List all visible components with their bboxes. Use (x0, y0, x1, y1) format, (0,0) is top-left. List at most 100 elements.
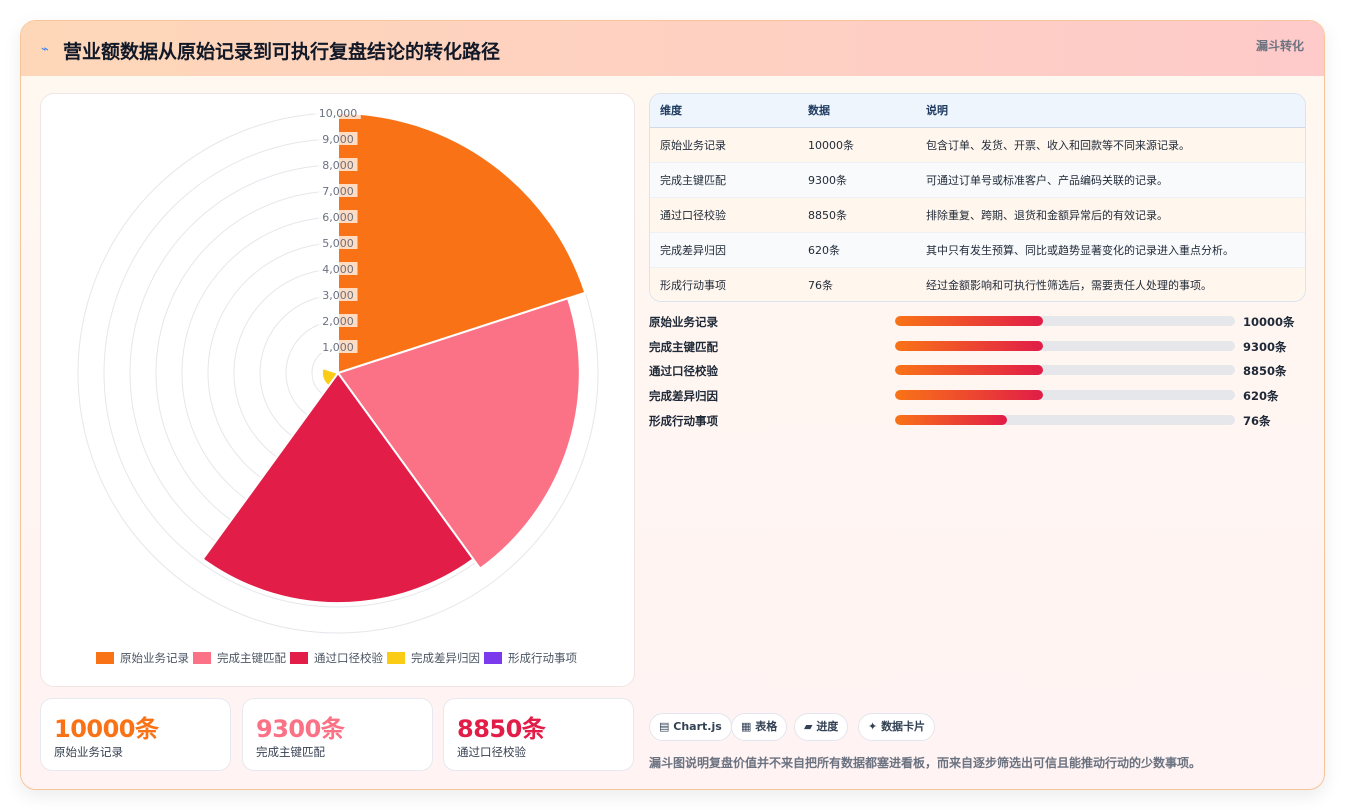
progress-label: 原始业务记录 (649, 315, 718, 329)
stat-label: 原始业务记录 (54, 745, 123, 759)
tick-label-bg (318, 210, 358, 223)
cell-data: 620条 (808, 232, 926, 268)
tick-label: 3,000 (322, 289, 354, 302)
tick-label: 8,000 (322, 159, 354, 172)
header-tag: 漏斗转化 (1255, 39, 1304, 53)
legend-label: 形成行动事项 (508, 651, 577, 665)
legend-label: 完成主键匹配 (217, 651, 286, 665)
cell-data: 10000条 (808, 127, 926, 163)
stat-label: 通过口径校验 (457, 745, 526, 759)
progress-value: 10000条 (1243, 315, 1295, 329)
chip-table[interactable]: ▦ 表格 (731, 713, 788, 741)
polar-sector[interactable] (334, 370, 339, 375)
polar-sector[interactable] (320, 366, 340, 388)
progress-row: 通过口径校验 8850条 (649, 360, 1306, 385)
cell-dimension: 完成主键匹配 (650, 162, 808, 198)
tick-label: 7,000 (322, 185, 354, 198)
table-row: 通过口径校验 8850条 排除重复、跨期、退货和金额异常后的有效记录。 (650, 197, 1305, 233)
progress-value: 620条 (1243, 389, 1279, 404)
tick-label: 2,000 (322, 315, 354, 328)
cell-data: 8850条 (808, 197, 926, 233)
tick-label: 9,000 (322, 133, 354, 146)
chip-chartjs[interactable]: ▤ Chart.js (649, 713, 732, 741)
tick-label-bg (318, 262, 358, 275)
progress-track (895, 340, 1235, 351)
progress-value: 8850条 (1243, 364, 1287, 379)
column-header: 数据 (808, 94, 926, 128)
polar-sector[interactable] (337, 111, 587, 375)
stat-label: 完成主键匹配 (256, 745, 325, 759)
column-header: 说明 (926, 94, 1305, 128)
progress-label: 通过口径校验 (649, 364, 718, 379)
cell-description: 包含订单、发货、开票、收入和回款等不同来源记录。 (926, 127, 1305, 163)
column-header: 维度 (650, 94, 808, 128)
chart-icon: ▤ (659, 720, 670, 733)
progress-label: 完成主键匹配 (649, 339, 718, 354)
cell-data: 76条 (808, 267, 926, 301)
polar-sector[interactable] (336, 297, 581, 571)
tick-label: 6,000 (322, 211, 354, 224)
stat-card: 9300条 完成主键匹配 (242, 698, 433, 771)
lightning-icon: ⌁ (41, 42, 49, 57)
progress-fill (895, 414, 1008, 425)
progress-label: 完成差异归因 (649, 389, 718, 404)
tick-label-bg (315, 106, 361, 119)
polar-chart-panel: 1,000 2,000 3,000 4,000 5,000 6,000 7,000 8,000… (40, 93, 635, 687)
table-header-row: 维度 数据 说明 (650, 94, 1305, 128)
progress-track (895, 414, 1235, 425)
polar-area-chart[interactable]: 1,000 2,000 3,000 4,000 5,000 6,000 7,000 8,000… (41, 94, 636, 688)
cell-description: 其中只有发生预算、同比或趋势显著变化的记录进入重点分析。 (926, 232, 1305, 268)
legend-swatch[interactable] (193, 652, 211, 664)
header-bar: ⌁ 营业额数据从原始记录到可执行复盘结论的转化路径 漏斗转化 (21, 21, 1324, 76)
table-row: 完成主键匹配 9300条 可通过订单号或标准客户、产品编码关联的记录。 (650, 162, 1305, 198)
footnote: 漏斗图说明复盘价值并不来自把所有数据都塞进看板，而来自逐步筛选出可信且能推动行动… (649, 756, 1202, 770)
tick-label: 1,000 (322, 341, 354, 354)
tick-label: 5,000 (322, 237, 354, 250)
progress-track (895, 316, 1235, 326)
progress-fill (895, 365, 1043, 376)
sparkle-icon: ✦ (868, 720, 878, 733)
legend-swatch[interactable] (290, 652, 308, 664)
legend-swatch[interactable] (96, 652, 114, 664)
tick-label-bg (318, 184, 358, 197)
cell-dimension: 通过口径校验 (650, 197, 808, 233)
cell-description: 经过金额影响和可执行性筛选后，需要责任人处理的事项。 (926, 267, 1305, 301)
progress-fill (895, 316, 1043, 326)
legend-swatch[interactable] (387, 652, 405, 664)
cell-dimension: 原始业务记录 (650, 127, 808, 163)
stat-value: 9300条 (256, 715, 345, 743)
progress-fill (895, 340, 1043, 351)
polar-sector[interactable] (201, 371, 475, 605)
page-title: 营业额数据从原始记录到可执行复盘结论的转化路径 (63, 41, 501, 63)
cell-dimension: 形成行动事项 (650, 267, 808, 301)
progress-track (895, 365, 1235, 376)
progress-row: 原始业务记录 10000条 (649, 311, 1306, 336)
data-table: 维度 数据 说明 原始业务记录 10000条 包含订单、发货、开票、收入和回款等… (649, 93, 1306, 302)
legend-label: 通过口径校验 (314, 651, 383, 665)
legend-swatch[interactable] (484, 652, 502, 664)
tick-label: 10,000 (319, 107, 358, 120)
table-row: 原始业务记录 10000条 包含订单、发货、开票、收入和回款等不同来源记录。 (650, 127, 1305, 163)
progress-row: 完成主键匹配 9300条 (649, 336, 1306, 361)
stat-value: 8850条 (457, 715, 546, 743)
cell-description: 可通过订单号或标准客户、产品编码关联的记录。 (926, 162, 1305, 198)
tick-label-bg (318, 288, 358, 301)
progress-label: 形成行动事项 (649, 413, 718, 428)
tick-label-bg (318, 340, 358, 353)
cell-description: 排除重复、跨期、退货和金额异常后的有效记录。 (926, 197, 1305, 233)
chip-progress[interactable]: ▰ 进度 (794, 713, 849, 741)
table-row: 形成行动事项 76条 经过金额影响和可执行性筛选后，需要责任人处理的事项。 (650, 267, 1305, 301)
table-icon: ▦ (741, 720, 752, 733)
legend-label: 原始业务记录 (120, 651, 189, 665)
progress-value: 76条 (1243, 413, 1271, 428)
stat-value: 10000条 (54, 715, 159, 743)
progress-list: 原始业务记录 10000条 完成主键匹配 9300条 通过口径校验 8850条 … (649, 311, 1306, 434)
tick-label-bg (318, 236, 358, 249)
legend-label: 完成差异归因 (411, 651, 480, 665)
tick-label-bg (318, 158, 358, 171)
chip-data-cards[interactable]: ✦ 数据卡片 (858, 713, 936, 741)
tick-label: 4,000 (322, 263, 354, 276)
stat-card: 8850条 通过口径校验 (443, 698, 634, 771)
progress-track (895, 390, 1235, 401)
tick-label-bg (318, 314, 358, 327)
